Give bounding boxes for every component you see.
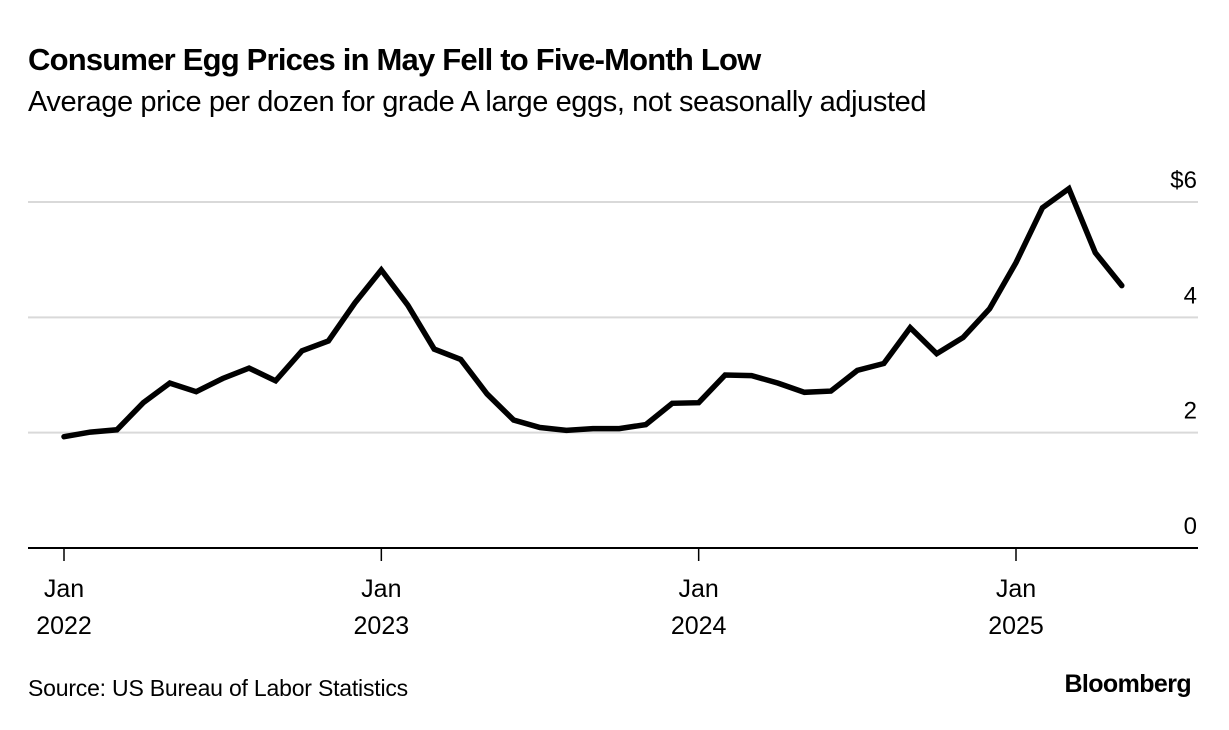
gridlines <box>28 201 1198 434</box>
y-tick-label: 0 <box>1184 513 1197 540</box>
source-note: Source: US Bureau of Labor Statistics <box>28 675 408 701</box>
chart-subtitle: Average price per dozen for grade A larg… <box>28 86 927 118</box>
x-tick-label-year: 2025 <box>988 612 1044 640</box>
y-tick-label: 2 <box>1184 398 1197 425</box>
data-points <box>64 189 1122 437</box>
x-tick-label-month: Jan <box>44 575 84 603</box>
y-axis-labels: 0 2 4 $6 <box>1170 167 1197 540</box>
series-layer <box>61 184 1125 440</box>
x-tick-label-month: Jan <box>679 575 719 603</box>
series-line-egg-price <box>61 184 1125 440</box>
bloomberg-logo: Bloomberg <box>1064 670 1191 698</box>
x-tick-label-year: 2023 <box>354 612 410 640</box>
x-tick-label-year: 2022 <box>36 612 92 640</box>
chart-title: Consumer Egg Prices in May Fell to Five-… <box>28 42 761 77</box>
x-tick-label-month: Jan <box>996 575 1036 603</box>
x-tick-label-year: 2024 <box>671 612 727 640</box>
y-tick-label: $6 <box>1170 167 1197 194</box>
y-tick-label: 4 <box>1184 282 1197 309</box>
x-tick-label-month: Jan <box>361 575 401 603</box>
x-axis: Jan 2022 Jan 2023 Jan 2024 Jan 2025 <box>28 547 1198 640</box>
